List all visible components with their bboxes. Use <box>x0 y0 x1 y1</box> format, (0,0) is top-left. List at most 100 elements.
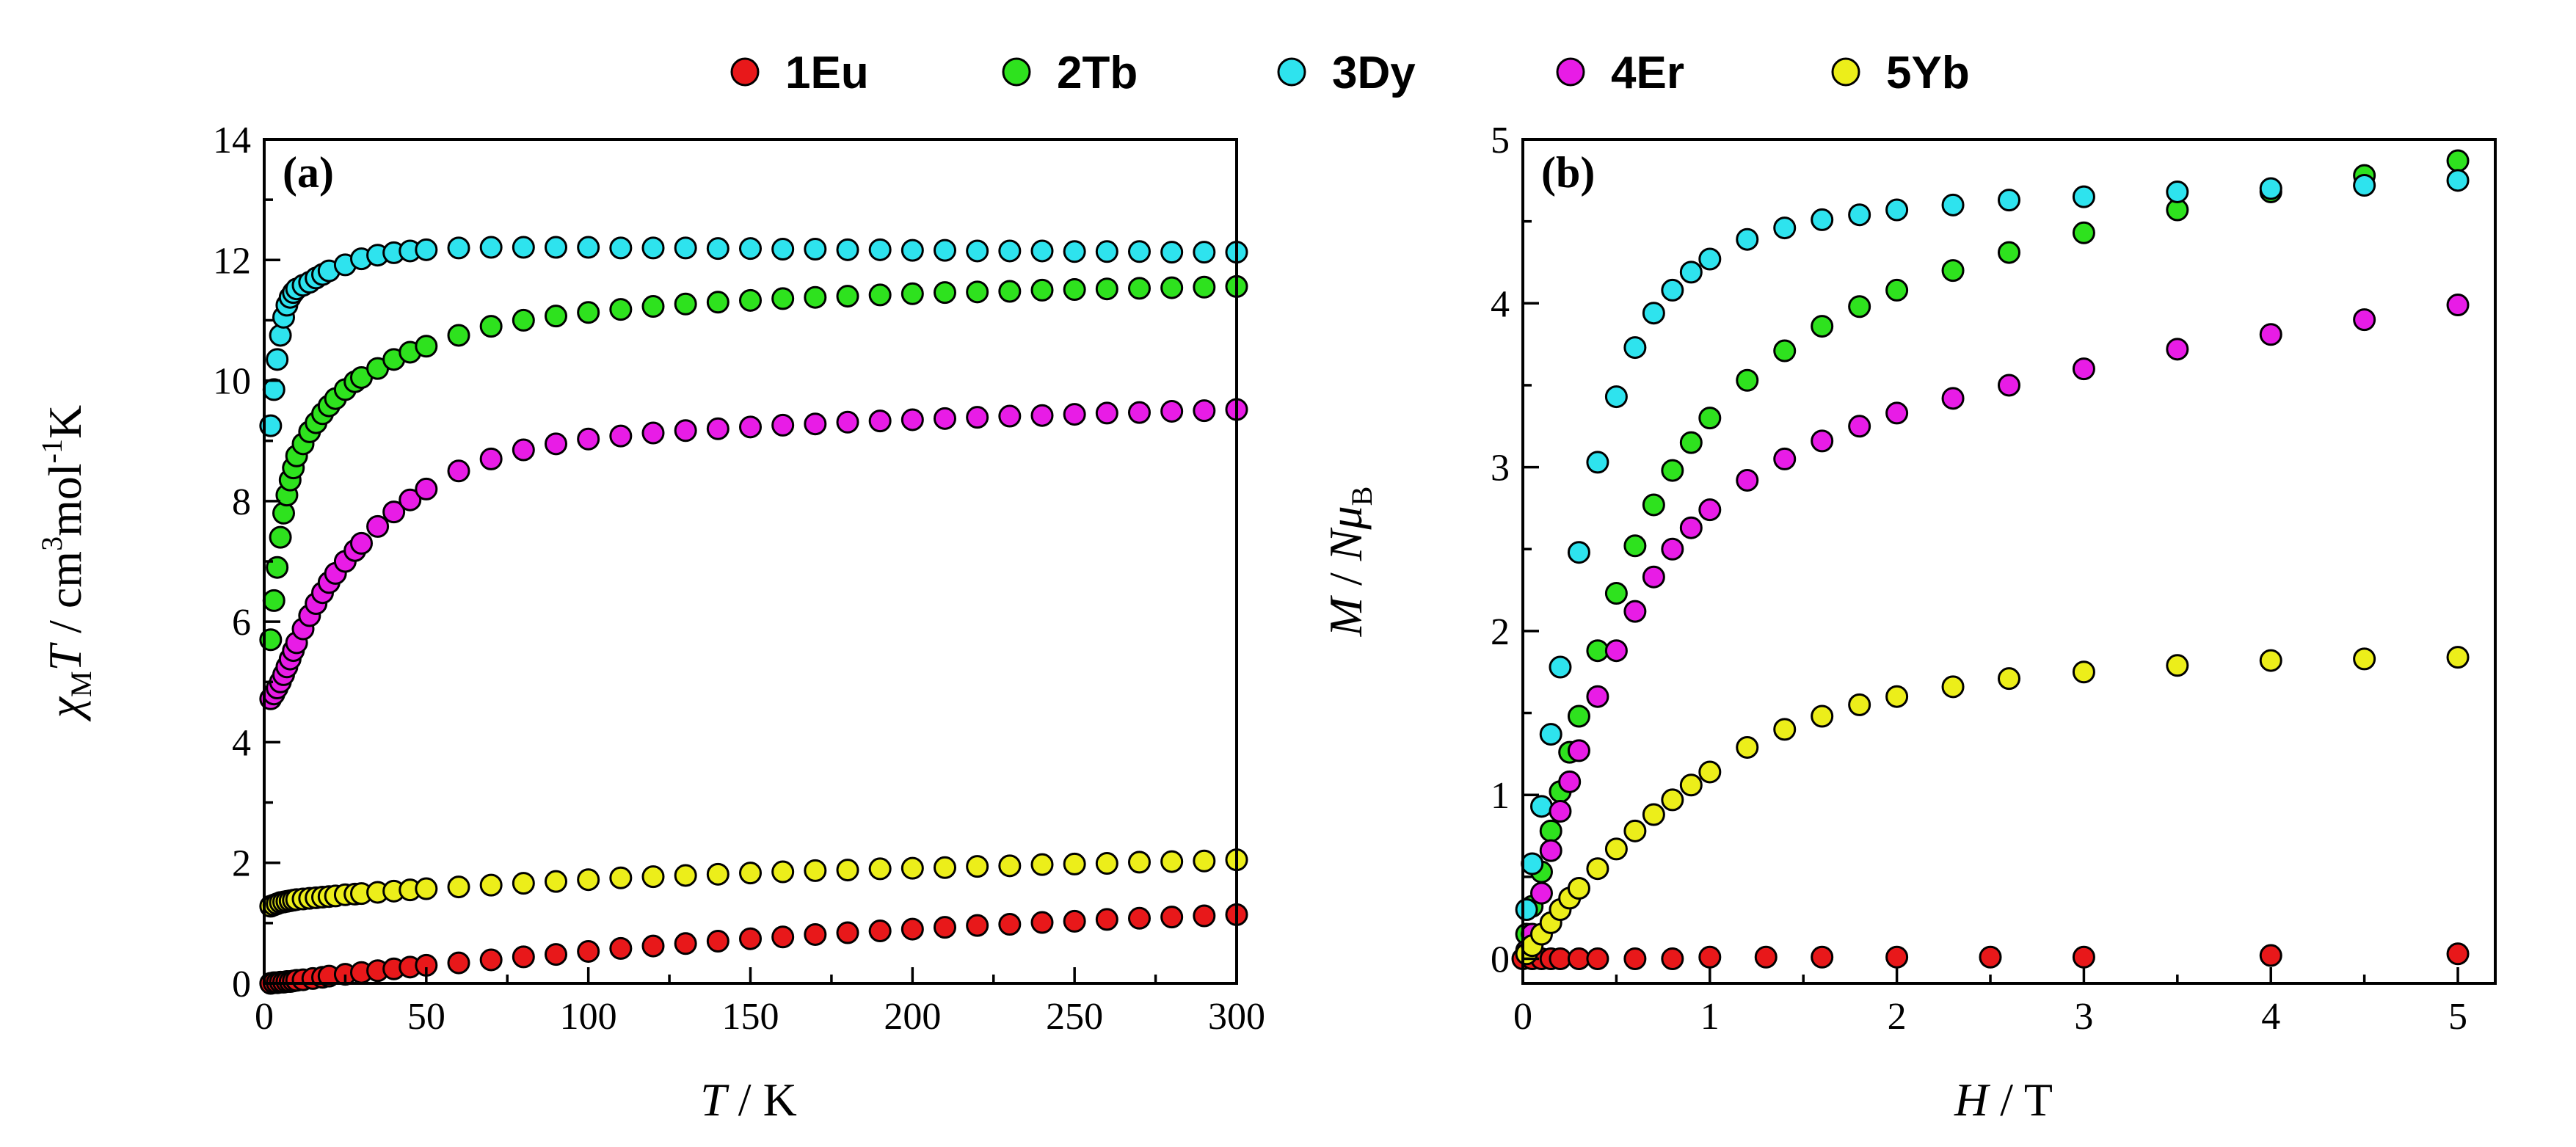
y-axis-slash: / <box>1320 561 1372 597</box>
data-point-5Yb <box>1998 667 2020 691</box>
data-point-4Er <box>934 407 956 430</box>
data-point-1Eu <box>998 913 1022 936</box>
data-point-2Tb <box>1698 407 1722 430</box>
legend-label-5Yb: 5Yb <box>1886 48 1970 98</box>
data-point-3Dy <box>2446 169 2470 192</box>
y-tick-label: 8 <box>232 481 251 523</box>
data-point-3Dy <box>739 237 762 261</box>
data-point-3Dy <box>2166 180 2189 203</box>
x-axis-var: H <box>1954 1074 1991 1126</box>
x-tick-label: 3 <box>2074 996 2093 1038</box>
data-point-4Er <box>1558 770 1582 793</box>
data-point-2Tb <box>512 308 535 332</box>
series-3Dy <box>259 236 1248 437</box>
data-point-4Er <box>577 427 600 451</box>
data-point-4Er <box>1604 639 1628 663</box>
y-axis-n: N <box>1320 527 1372 561</box>
panel-a-label: (a) <box>283 148 334 197</box>
data-point-4Er <box>447 459 470 483</box>
y-tick-label: 2 <box>1491 611 1510 653</box>
data-point-1Eu <box>1623 947 1647 971</box>
x-tick-label: 0 <box>255 996 274 1038</box>
panel-b-x-axis-title: H / T <box>1954 1074 2053 1126</box>
data-point-5Yb <box>512 872 535 895</box>
x-tick-label: 1 <box>1700 996 1720 1038</box>
y-axis-unit-k: K <box>39 405 91 439</box>
data-point-4Er <box>998 404 1022 428</box>
data-point-5Yb <box>479 873 503 897</box>
data-point-2Tb <box>771 287 795 310</box>
data-point-5Yb <box>609 866 633 889</box>
data-point-1Eu <box>577 939 600 963</box>
data-point-4Er <box>1095 401 1118 425</box>
data-point-4Er <box>1998 374 2020 397</box>
y-axis-mu-subscript: B <box>1345 487 1378 506</box>
data-point-4Er <box>1549 800 1572 823</box>
data-point-2Tb <box>1193 275 1216 299</box>
legend-marker-1Eu <box>730 57 760 87</box>
y-axis-sup-minus1: -1 <box>35 439 68 463</box>
data-point-4Er <box>1567 739 1590 762</box>
data-point-3Dy <box>1567 541 1590 564</box>
data-point-1Eu <box>447 951 470 975</box>
series-3Dy <box>1515 169 2470 922</box>
data-point-5Yb <box>1586 857 1609 881</box>
data-point-2Tb <box>1811 315 1834 338</box>
data-point-2Tb <box>1679 431 1703 454</box>
data-point-1Eu <box>706 930 729 953</box>
data-point-3Dy <box>1885 198 1909 222</box>
panel-a-y-axis-title: χMT / cm3mol-1K <box>35 405 98 722</box>
data-point-5Yb <box>577 868 600 892</box>
data-point-4Er <box>545 432 567 456</box>
data-point-1Eu <box>545 943 567 966</box>
data-point-5Yb <box>1941 675 1965 699</box>
y-tick-label: 5 <box>1491 120 1510 161</box>
data-point-4Er <box>900 408 924 432</box>
data-point-3Dy <box>706 237 729 261</box>
data-point-2Tb <box>868 283 892 307</box>
data-point-2Tb <box>1063 278 1086 302</box>
data-point-5Yb <box>1128 851 1151 874</box>
data-point-4Er <box>1193 399 1216 423</box>
data-point-2Tb <box>804 285 827 309</box>
data-point-4Er <box>674 419 697 443</box>
data-point-2Tb <box>1642 493 1665 517</box>
data-point-3Dy <box>2353 174 2376 197</box>
legend-item-1Eu: 1Eu <box>730 48 869 98</box>
data-point-2Tb <box>545 305 567 328</box>
data-point-3Dy <box>447 236 470 260</box>
data-point-5Yb <box>1623 819 1647 842</box>
data-point-4Er <box>1848 415 1871 438</box>
data-point-5Yb <box>739 862 762 885</box>
data-point-1Eu <box>868 920 892 943</box>
panel-b: 0 1 2 3 4 5 0 1 2 3 4 5 (b) H / T M / NμB <box>1320 120 2497 1126</box>
panel-b-frame <box>1521 138 2497 985</box>
data-point-3Dy <box>1698 247 1722 271</box>
data-point-2Tb <box>2446 149 2470 172</box>
legend-item-4Er: 4Er <box>1556 48 1684 98</box>
data-point-4Er <box>641 421 665 445</box>
x-tick-label: 250 <box>1046 996 1103 1038</box>
data-point-5Yb <box>674 864 697 887</box>
data-point-3Dy <box>1679 261 1703 284</box>
y-axis-unit-mol: mol <box>39 463 91 536</box>
data-point-1Eu <box>2446 942 2470 966</box>
data-point-1Eu <box>1754 945 1778 969</box>
data-point-1Eu <box>934 916 956 939</box>
data-point-4Er <box>1586 685 1609 708</box>
y-tick-label: 4 <box>232 722 251 764</box>
y-tick-label: 0 <box>1491 939 1510 981</box>
data-point-4Er <box>1160 399 1184 423</box>
data-point-3Dy <box>479 236 503 259</box>
data-point-2Tb <box>641 295 665 318</box>
data-point-4Er <box>706 417 729 440</box>
data-point-5Yb <box>706 862 729 886</box>
data-point-5Yb <box>900 856 924 880</box>
data-point-2Tb <box>934 281 956 305</box>
legend: 1Eu 2Tb 3Dy 4Er 5Yb <box>730 48 1970 98</box>
data-point-3Dy <box>1095 240 1118 263</box>
panel-b-label: (b) <box>1541 148 1595 197</box>
data-point-2Tb <box>1848 295 1871 318</box>
data-point-3Dy <box>674 236 697 260</box>
data-point-4Er <box>2353 308 2376 332</box>
